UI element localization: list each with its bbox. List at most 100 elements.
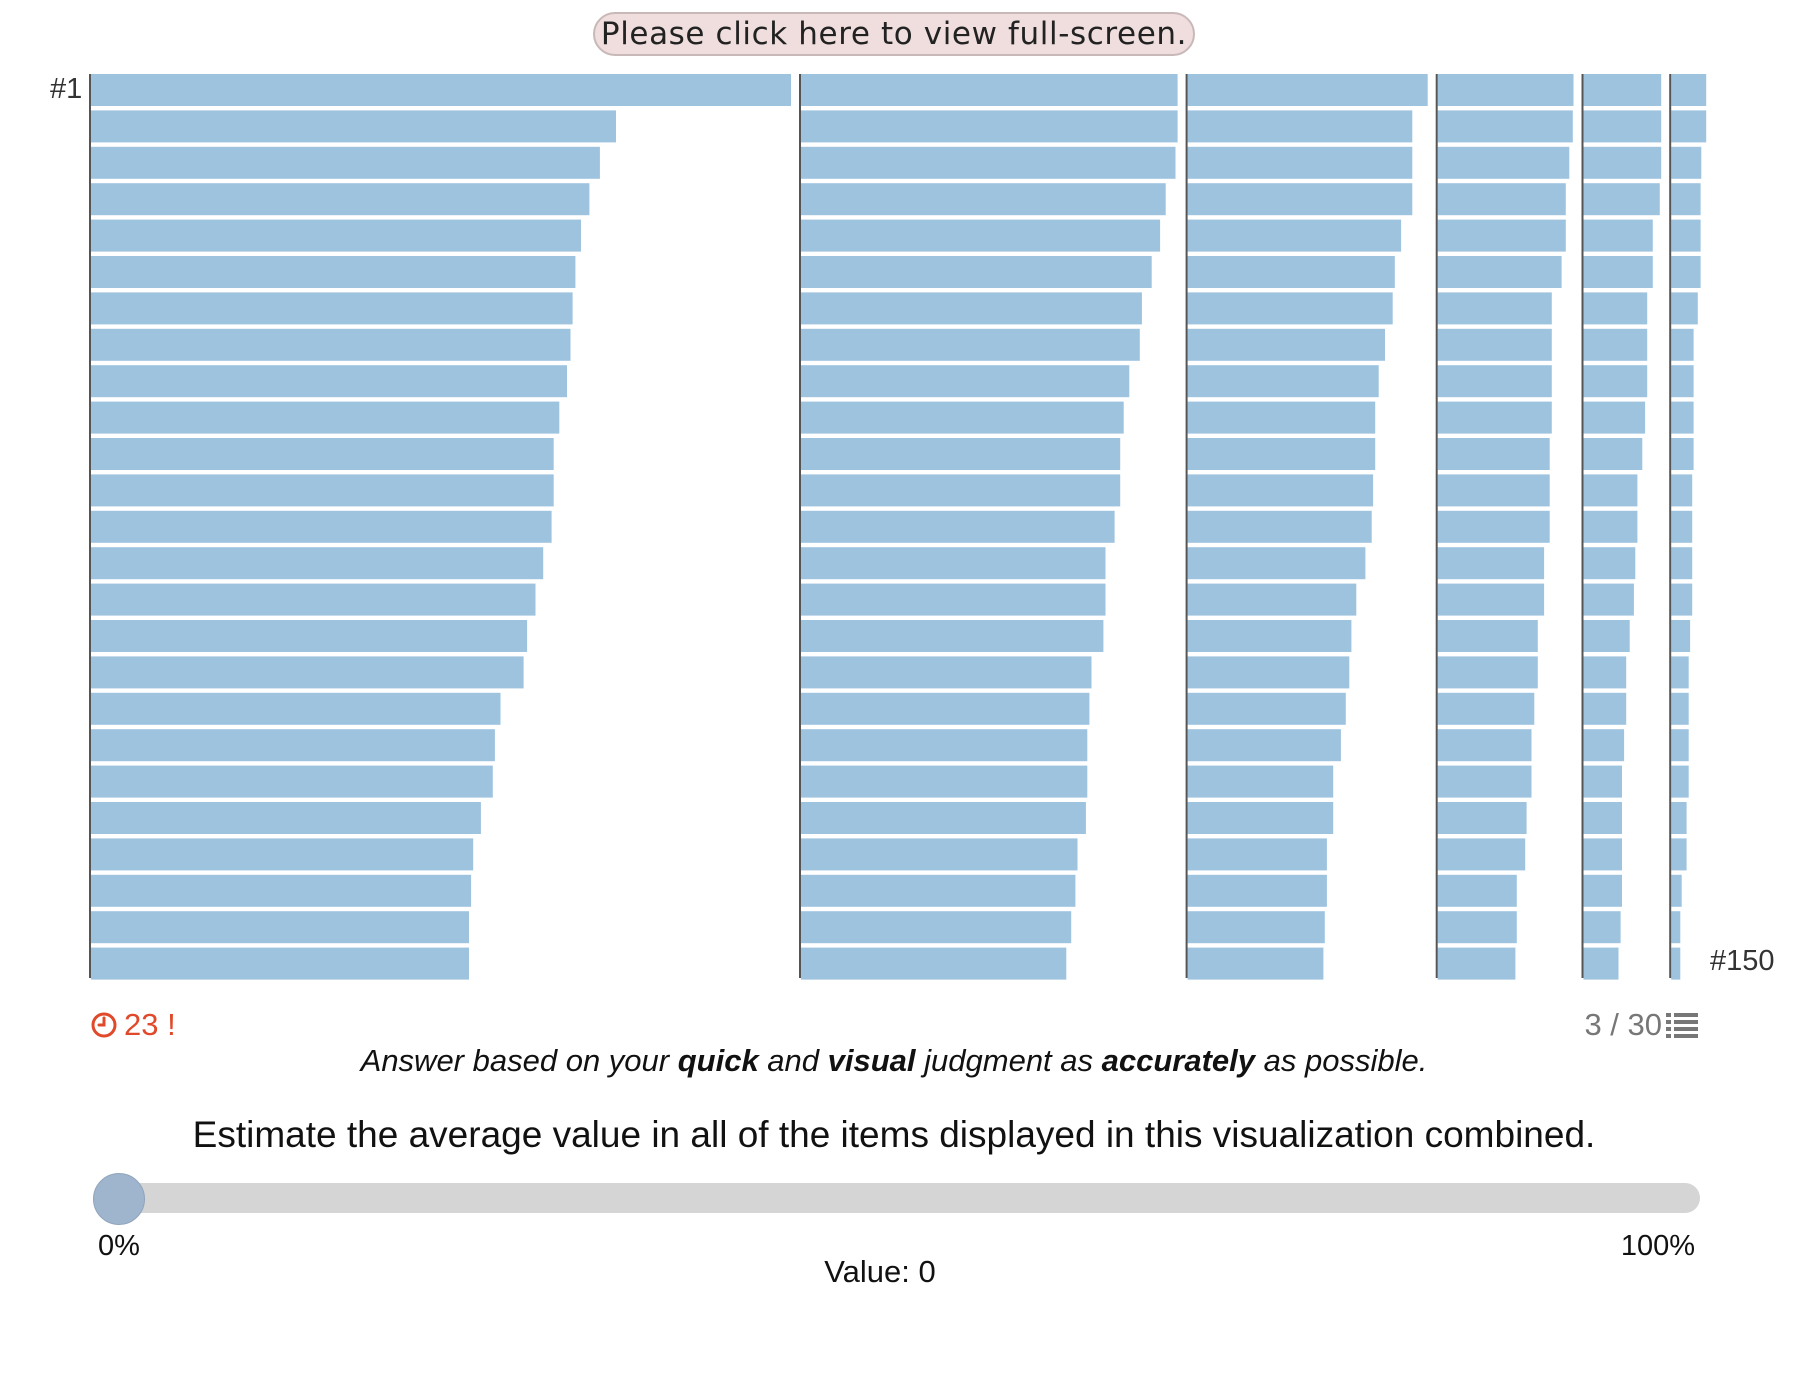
bar-rank-97 xyxy=(1437,838,1526,871)
bar-rank-23 xyxy=(91,874,472,907)
bar-rank-92 xyxy=(1437,656,1538,689)
bar-rank-43 xyxy=(801,692,1090,725)
bar-rank-123 xyxy=(1583,874,1622,907)
bar-rank-77 xyxy=(1437,110,1573,143)
bar-rank-64 xyxy=(1187,547,1366,580)
instruction-text: Answer based on your quick and visual ju… xyxy=(360,1043,1428,1078)
first-rank-label: #1 xyxy=(50,73,82,105)
emphasis-quick: quick xyxy=(677,1043,759,1078)
bar-rank-109 xyxy=(1583,365,1648,398)
bar-rank-136 xyxy=(1671,438,1694,470)
bar-rank-101 xyxy=(1583,74,1662,106)
bar-rank-85 xyxy=(1437,401,1552,434)
bar-rank-135 xyxy=(1671,401,1694,434)
progress-indicator: 3 / 30 xyxy=(1584,1005,1698,1045)
bar-rank-90 xyxy=(1437,583,1545,616)
bar-rank-150 xyxy=(1671,947,1681,980)
list-icon[interactable] xyxy=(1666,1012,1698,1038)
bar-rank-106 xyxy=(1583,256,1653,288)
bar-rank-74 xyxy=(1187,911,1325,944)
bar-rank-29 xyxy=(801,183,1166,216)
bar-rank-22 xyxy=(91,838,474,871)
bar-rank-102 xyxy=(1583,110,1662,143)
bar-rank-141 xyxy=(1671,620,1691,652)
bar-rank-75 xyxy=(1187,947,1324,980)
bar-rank-100 xyxy=(1437,947,1516,980)
bar-rank-6 xyxy=(91,256,576,288)
bar-rank-113 xyxy=(1583,510,1638,543)
bar-rank-52 xyxy=(1187,110,1413,143)
bar-rank-56 xyxy=(1187,256,1395,288)
slider-min-label: 0% xyxy=(98,1230,140,1262)
bar-rank-111 xyxy=(1583,438,1643,470)
bar-rank-11 xyxy=(91,438,554,470)
bar-rank-145 xyxy=(1671,765,1689,798)
bar-rank-96 xyxy=(1437,802,1527,834)
fullscreen-button[interactable]: Please click here to view full-screen. xyxy=(593,12,1195,56)
bar-rank-12 xyxy=(91,474,554,507)
bar-rank-104 xyxy=(1583,183,1660,216)
bar-rank-47 xyxy=(801,838,1078,871)
bar-rank-38 xyxy=(801,510,1115,543)
bar-rank-79 xyxy=(1437,183,1566,216)
bar-rank-87 xyxy=(1437,474,1550,507)
bar-rank-21 xyxy=(91,802,481,834)
bar-rank-117 xyxy=(1583,656,1627,689)
bar-rank-129 xyxy=(1671,183,1701,216)
bar-rank-98 xyxy=(1437,874,1517,907)
bar-rank-44 xyxy=(801,729,1088,762)
bars-group xyxy=(91,74,1707,980)
clock-icon xyxy=(91,1012,117,1038)
bar-rank-83 xyxy=(1437,328,1552,361)
bar-rank-89 xyxy=(1437,547,1545,580)
bar-rank-1 xyxy=(91,74,791,106)
bar-rank-13 xyxy=(91,510,552,543)
bar-rank-53 xyxy=(1187,146,1413,179)
bar-rank-128 xyxy=(1671,146,1702,179)
bar-rank-143 xyxy=(1671,692,1689,725)
bar-rank-148 xyxy=(1671,874,1682,907)
estimate-slider-track[interactable] xyxy=(95,1183,1700,1213)
bar-rank-114 xyxy=(1583,547,1636,580)
bar-rank-125 xyxy=(1583,947,1619,980)
bar-rank-138 xyxy=(1671,510,1693,543)
bar-rank-8 xyxy=(91,328,571,361)
bar-rank-112 xyxy=(1583,474,1638,507)
bar-rank-45 xyxy=(801,765,1088,798)
bar-rank-120 xyxy=(1583,765,1622,798)
question-text: Estimate the average value in all of the… xyxy=(192,1114,1596,1155)
bar-rank-62 xyxy=(1187,474,1374,507)
bar-rank-31 xyxy=(801,256,1152,288)
bar-rank-139 xyxy=(1671,547,1693,580)
bar-rank-91 xyxy=(1437,620,1538,652)
bar-rank-63 xyxy=(1187,510,1372,543)
bar-rank-26 xyxy=(801,74,1178,106)
bar-rank-36 xyxy=(801,438,1121,470)
bar-rank-67 xyxy=(1187,656,1350,689)
bar-rank-55 xyxy=(1187,219,1402,252)
bar-rank-130 xyxy=(1671,219,1701,252)
bar-rank-118 xyxy=(1583,692,1627,725)
bar-rank-59 xyxy=(1187,365,1379,398)
bar-rank-49 xyxy=(801,911,1072,944)
bar-rank-108 xyxy=(1583,328,1648,361)
bar-rank-140 xyxy=(1671,583,1693,616)
bar-rank-65 xyxy=(1187,583,1357,616)
bar-rank-71 xyxy=(1187,802,1334,834)
bar-rank-41 xyxy=(801,620,1104,652)
bar-rank-4 xyxy=(91,183,590,216)
bar-rank-127 xyxy=(1671,110,1707,143)
bar-rank-17 xyxy=(91,656,524,689)
bar-rank-58 xyxy=(1187,328,1385,361)
bar-rank-54 xyxy=(1187,183,1413,216)
bar-rank-40 xyxy=(801,583,1106,616)
timer: 23 ! xyxy=(90,1005,176,1045)
bar-rank-28 xyxy=(801,146,1176,179)
bar-rank-16 xyxy=(91,620,528,652)
bar-rank-70 xyxy=(1187,765,1334,798)
bar-rank-39 xyxy=(801,547,1106,580)
estimate-slider-thumb[interactable] xyxy=(93,1173,145,1225)
bar-rank-34 xyxy=(801,365,1130,398)
bar-rank-126 xyxy=(1671,74,1707,106)
bar-rank-115 xyxy=(1583,583,1634,616)
